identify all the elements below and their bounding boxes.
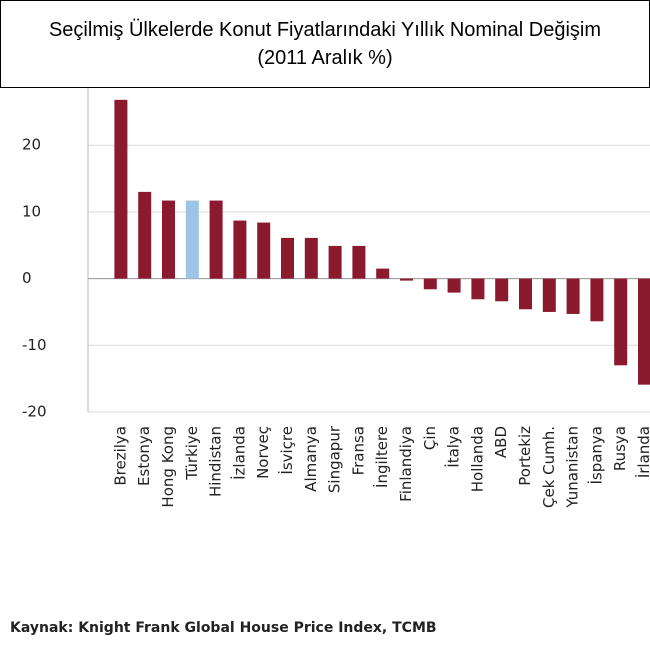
bar (281, 237, 294, 279)
x-tick-label: İngiltere (372, 426, 391, 488)
bar (447, 278, 461, 293)
x-tick-label: Singapur (326, 425, 344, 493)
bar (638, 278, 650, 385)
x-tick-label: Hong Kong (159, 426, 177, 508)
bar (162, 200, 175, 279)
bar (495, 278, 509, 302)
y-tick-label: -20 (22, 403, 47, 421)
bar (590, 278, 604, 322)
bar (471, 278, 485, 300)
bar (400, 278, 413, 281)
bar (566, 278, 580, 314)
source-note: Kaynak: Knight Frank Global House Price … (10, 620, 437, 636)
x-tick-label: Çin (421, 426, 439, 450)
bar (542, 278, 556, 312)
bar (114, 99, 128, 279)
bar (423, 278, 437, 290)
x-tick-label: İtalya (444, 426, 463, 468)
x-tick-label: İsviçre (277, 426, 296, 475)
bar (304, 237, 318, 279)
x-tick-label: Finlandiya (397, 426, 415, 502)
x-tick-label: Rusya (611, 426, 629, 471)
x-tick-label: Çek Cumh. (540, 426, 558, 508)
x-tick-label: Yunanistan (564, 426, 582, 509)
bar (257, 222, 271, 279)
y-tick-label: -10 (22, 336, 47, 354)
x-tick-label: Hollanda (468, 426, 486, 492)
chart-title: Seçilmiş Ülkelerde Konut Fiyatlarındaki … (0, 0, 650, 88)
bar (209, 200, 223, 279)
x-tick-label: İrlanda (634, 426, 650, 478)
x-tick-label: İzlanda (229, 426, 248, 480)
bar (614, 278, 628, 366)
bar (138, 191, 152, 279)
x-tick-label: Portekiz (516, 426, 534, 486)
x-tick-label: Hindistan (207, 426, 225, 497)
x-tick-label: Almanya (302, 426, 320, 492)
bar (376, 268, 390, 279)
x-tick-label: Norveç (254, 426, 272, 479)
x-tick-label: Estonya (135, 426, 153, 486)
bar (352, 245, 366, 279)
x-tick-label: Türkiye (183, 426, 201, 481)
bar (519, 278, 532, 310)
bar (185, 200, 199, 279)
bar (328, 245, 342, 279)
x-tick-label: ABD (492, 426, 510, 458)
x-tick-label: Brezilya (111, 426, 129, 486)
bar (233, 220, 247, 279)
y-tick-label: 20 (22, 136, 41, 154)
x-tick-label: Fransa (349, 426, 367, 475)
y-tick-label: 0 (22, 269, 32, 287)
x-tick-label: İspanya (586, 426, 605, 485)
y-tick-label: 10 (22, 202, 41, 220)
